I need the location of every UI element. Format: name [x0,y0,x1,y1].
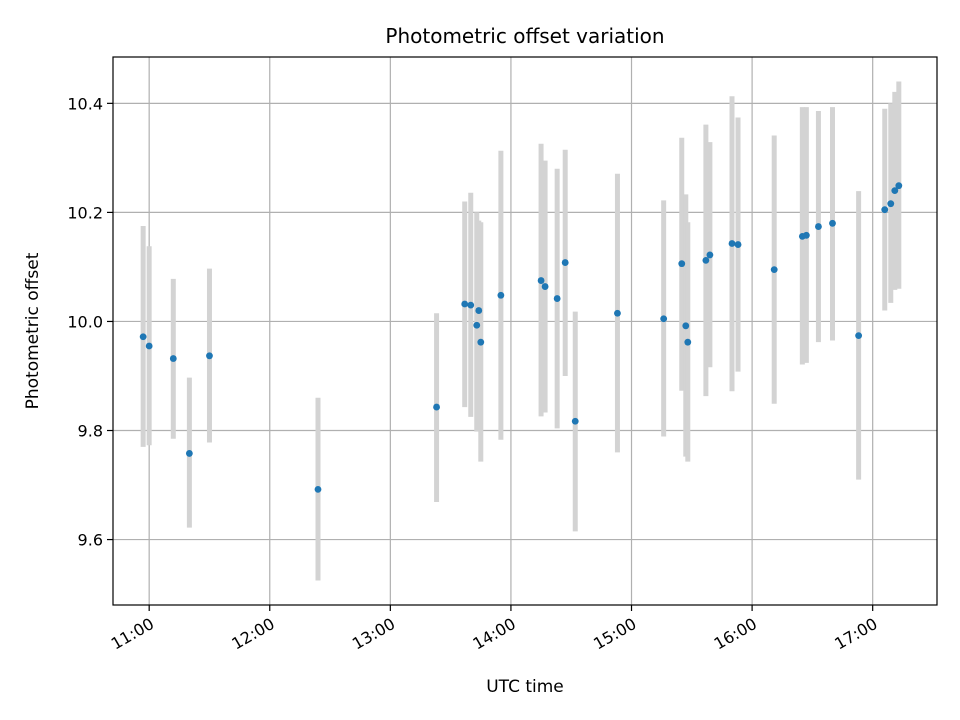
x-tick-label: 15:00 [590,614,639,654]
data-point [770,266,778,274]
data-point [541,283,549,290]
y-axis: 9.6 9.8 10.0 10.2 10.4 [67,94,113,550]
data-point [185,450,193,457]
y-tick-label: 10.0 [67,312,103,331]
data-point [461,300,469,308]
data-point [561,259,569,266]
data-point [728,240,736,247]
y-tick-label: 9.8 [78,422,103,441]
data-point [660,315,668,323]
data-point [145,342,153,350]
y-tick-label: 10.2 [67,203,103,222]
x-tick-label: 12:00 [228,614,277,654]
x-tick-label: 11:00 [108,614,157,654]
x-axis-label: UTC time [486,677,564,697]
data-point [139,333,147,341]
x-tick-label: 17:00 [831,614,880,654]
data-point [855,332,863,340]
data-point [433,403,440,411]
data-point [614,309,621,317]
data-point [571,417,579,425]
y-tick-label: 9.6 [78,531,103,550]
data-point [314,486,322,493]
x-axis: 11:00 12:00 13:00 14:00 15:00 16:00 17:00 [108,605,881,654]
data-point [206,352,213,360]
data-point [169,355,177,362]
data-point [473,321,481,329]
data-point [477,338,485,346]
x-tick-label: 14:00 [469,614,518,654]
data-point [678,260,686,268]
error-bars [140,81,902,581]
data-points [139,182,903,493]
y-tick-label: 10.4 [67,94,103,113]
data-point [702,256,710,264]
chart-title: Photometric offset variation [385,24,664,48]
x-tick-label: 13:00 [349,614,398,654]
data-point [895,182,903,190]
plot-frame [112,56,938,606]
y-axis-label: Photometric offset [23,252,43,409]
data-point [537,277,545,284]
data-point [891,187,899,194]
data-point [553,295,561,302]
data-point [706,251,714,259]
grid [113,57,937,605]
data-point [497,291,505,299]
data-point [829,219,836,227]
data-point [684,338,692,346]
data-point [881,206,889,214]
x-tick-label: 16:00 [711,614,760,654]
data-point [682,322,690,330]
data-point [467,301,475,309]
data-point [887,200,895,208]
data-point [475,307,483,314]
data-point [734,241,742,248]
data-point [802,231,810,239]
data-point [815,223,822,230]
